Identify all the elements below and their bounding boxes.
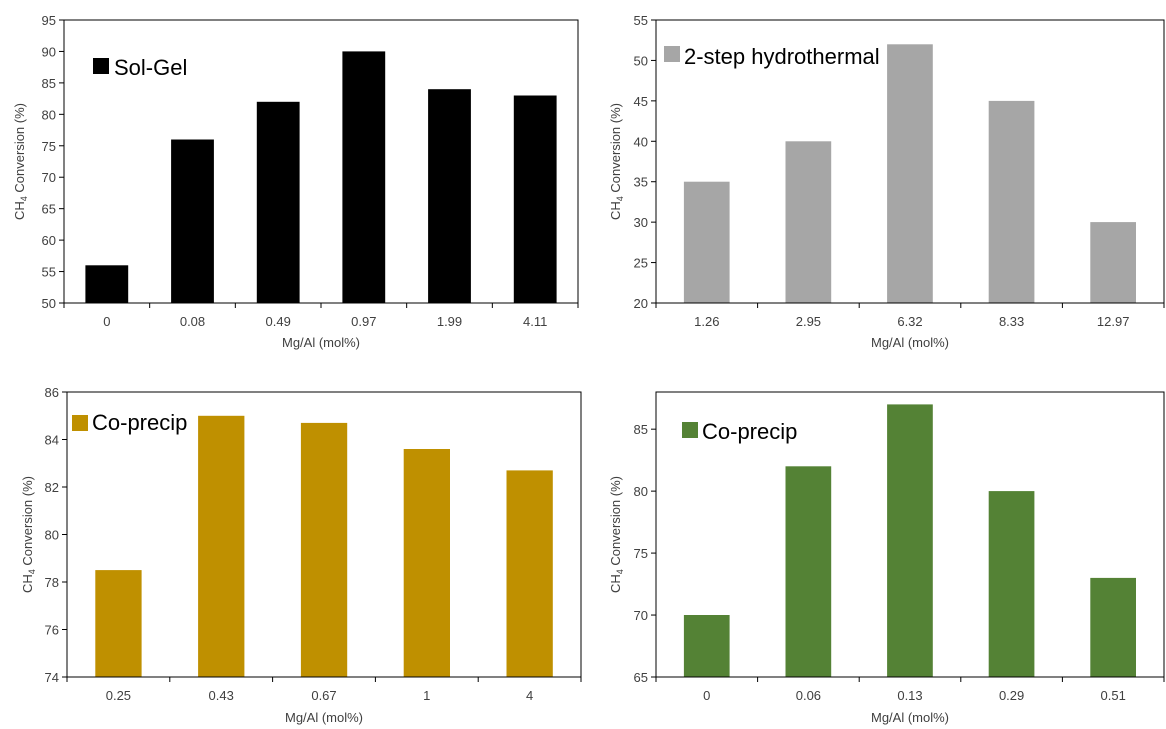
legend-swatch [93,58,109,74]
bar-0_49 [256,101,300,303]
x-tick-label: 1.99 [437,314,462,329]
bar-0_29 [988,491,1035,677]
y-tick-label: 85 [634,422,648,437]
x-tick-label: 0.51 [1101,688,1126,703]
plot-frame [655,391,1165,678]
x-tick-label: 0.13 [897,688,922,703]
legend-label: 2-step hydrothermal [684,44,880,69]
x-tick-label: 8.33 [999,314,1024,329]
x-tick-label: 12.97 [1097,314,1130,329]
y-tick-label: 30 [634,215,648,230]
bar-1_26 [683,181,730,303]
x-tick-label: 4.11 [523,314,547,329]
y-tick-label: 76 [45,623,59,638]
bar-8_33 [988,100,1035,304]
bar-12_97 [1090,222,1136,303]
y-tick-label: 84 [45,433,59,448]
y-axis-label: CH4 Conversion (%) [608,103,625,220]
y-tick-label: 70 [42,170,56,185]
x-tick-label: 1.26 [694,314,719,329]
bar-0_25 [95,570,142,677]
y-tick-label: 78 [45,575,59,590]
y-axis-label: CH4 Conversion (%) [608,476,625,593]
chart-panel-1: 50 55 60 65 70 75 80 85 90 95 0 0.08 0.49 0.97 1.99 4.1… [12,13,579,350]
bar-0_67 [300,422,348,677]
x-tick-label: 0.97 [351,314,376,329]
y-tick-label: 35 [634,175,648,190]
bar-0_51 [1090,577,1136,677]
y-tick-label: 85 [42,76,56,91]
bar-1 [403,449,450,677]
x-tick-label: 0.43 [209,688,234,703]
y-tick-label: 60 [42,233,56,248]
y-tick-label: 40 [634,134,648,149]
x-axis-label: Mg/Al (mol%) [285,710,363,725]
x-tick-label: 0.49 [266,314,291,329]
x-tick-label: 0 [703,688,710,703]
y-tick-label: 74 [45,670,59,685]
bar-0_97 [342,51,386,304]
y-tick-label: 45 [634,94,648,109]
legend-swatch [72,415,88,431]
y-tick-label: 80 [42,107,56,122]
bar-0 [85,265,129,303]
plot-frame [655,19,1165,304]
legend-label: Co-precip [92,410,187,435]
y-tick-label: 75 [634,546,648,561]
bar-4 [506,470,553,677]
y-tick-label: 65 [634,670,648,685]
legend-label: Co-precip [702,419,797,444]
y-tick-label: 80 [634,484,648,499]
y-tick-label: 80 [45,528,59,543]
legend-swatch [664,46,680,62]
y-tick-label: 75 [42,139,56,154]
bar-0_06 [785,466,832,677]
y-tick-label: 90 [42,44,56,59]
y-tick-label: 70 [634,608,648,623]
legend-label: Sol-Gel [114,55,187,80]
y-tick-label: 20 [634,296,648,311]
y-tick-label: 65 [42,202,56,217]
bar-0_13 [887,404,933,677]
bar-0_08 [171,139,214,303]
x-tick-label: 0.29 [999,688,1024,703]
y-tick-label: 95 [42,13,56,28]
y-tick-label: 55 [634,13,648,28]
bar-6_32 [887,44,933,304]
y-tick-label: 55 [42,265,56,280]
x-tick-label: 0 [103,314,110,329]
x-tick-label: 0.67 [311,688,336,703]
bar-4_11 [513,95,557,303]
legend-swatch [682,422,698,438]
y-tick-label: 50 [634,53,648,68]
y-axis-label: CH4 Conversion (%) [12,103,29,220]
x-tick-label: 0.08 [180,314,205,329]
bar-2_95 [785,141,832,303]
x-tick-label: 6.32 [897,314,922,329]
x-tick-label: 4 [526,688,533,703]
x-tick-label: 0.25 [106,688,131,703]
y-tick-label: 25 [634,256,648,271]
y-tick-label: 82 [45,480,59,495]
y-tick-label: 50 [42,296,56,311]
x-tick-label: 0.06 [796,688,821,703]
y-axis-label: CH4 Conversion (%) [20,476,37,593]
bar-0 [683,615,730,677]
x-axis-label: Mg/Al (mol%) [871,335,949,350]
chart-panel-2: 20 25 30 35 40 45 50 55 1.26 2.95 6.32 8.33 12.97 Mg/… [608,13,1165,350]
bar-0_43 [198,415,245,678]
x-axis-label: Mg/Al (mol%) [871,710,949,725]
bar-1_99 [428,89,471,303]
x-tick-label: 1 [423,688,430,703]
x-tick-label: 2.95 [796,314,821,329]
x-axis-label: Mg/Al (mol%) [282,335,360,350]
y-tick-label: 86 [45,385,59,400]
chart-panel-3: 74 76 78 80 82 84 86 0.25 0.43 0.67 1 4 Mg/Al (mol%)… [20,385,582,725]
chart-panel-4: 65 70 75 80 85 0 0.06 0.13 0.29 0.51 Mg/Al (mol%) C… [608,391,1165,725]
